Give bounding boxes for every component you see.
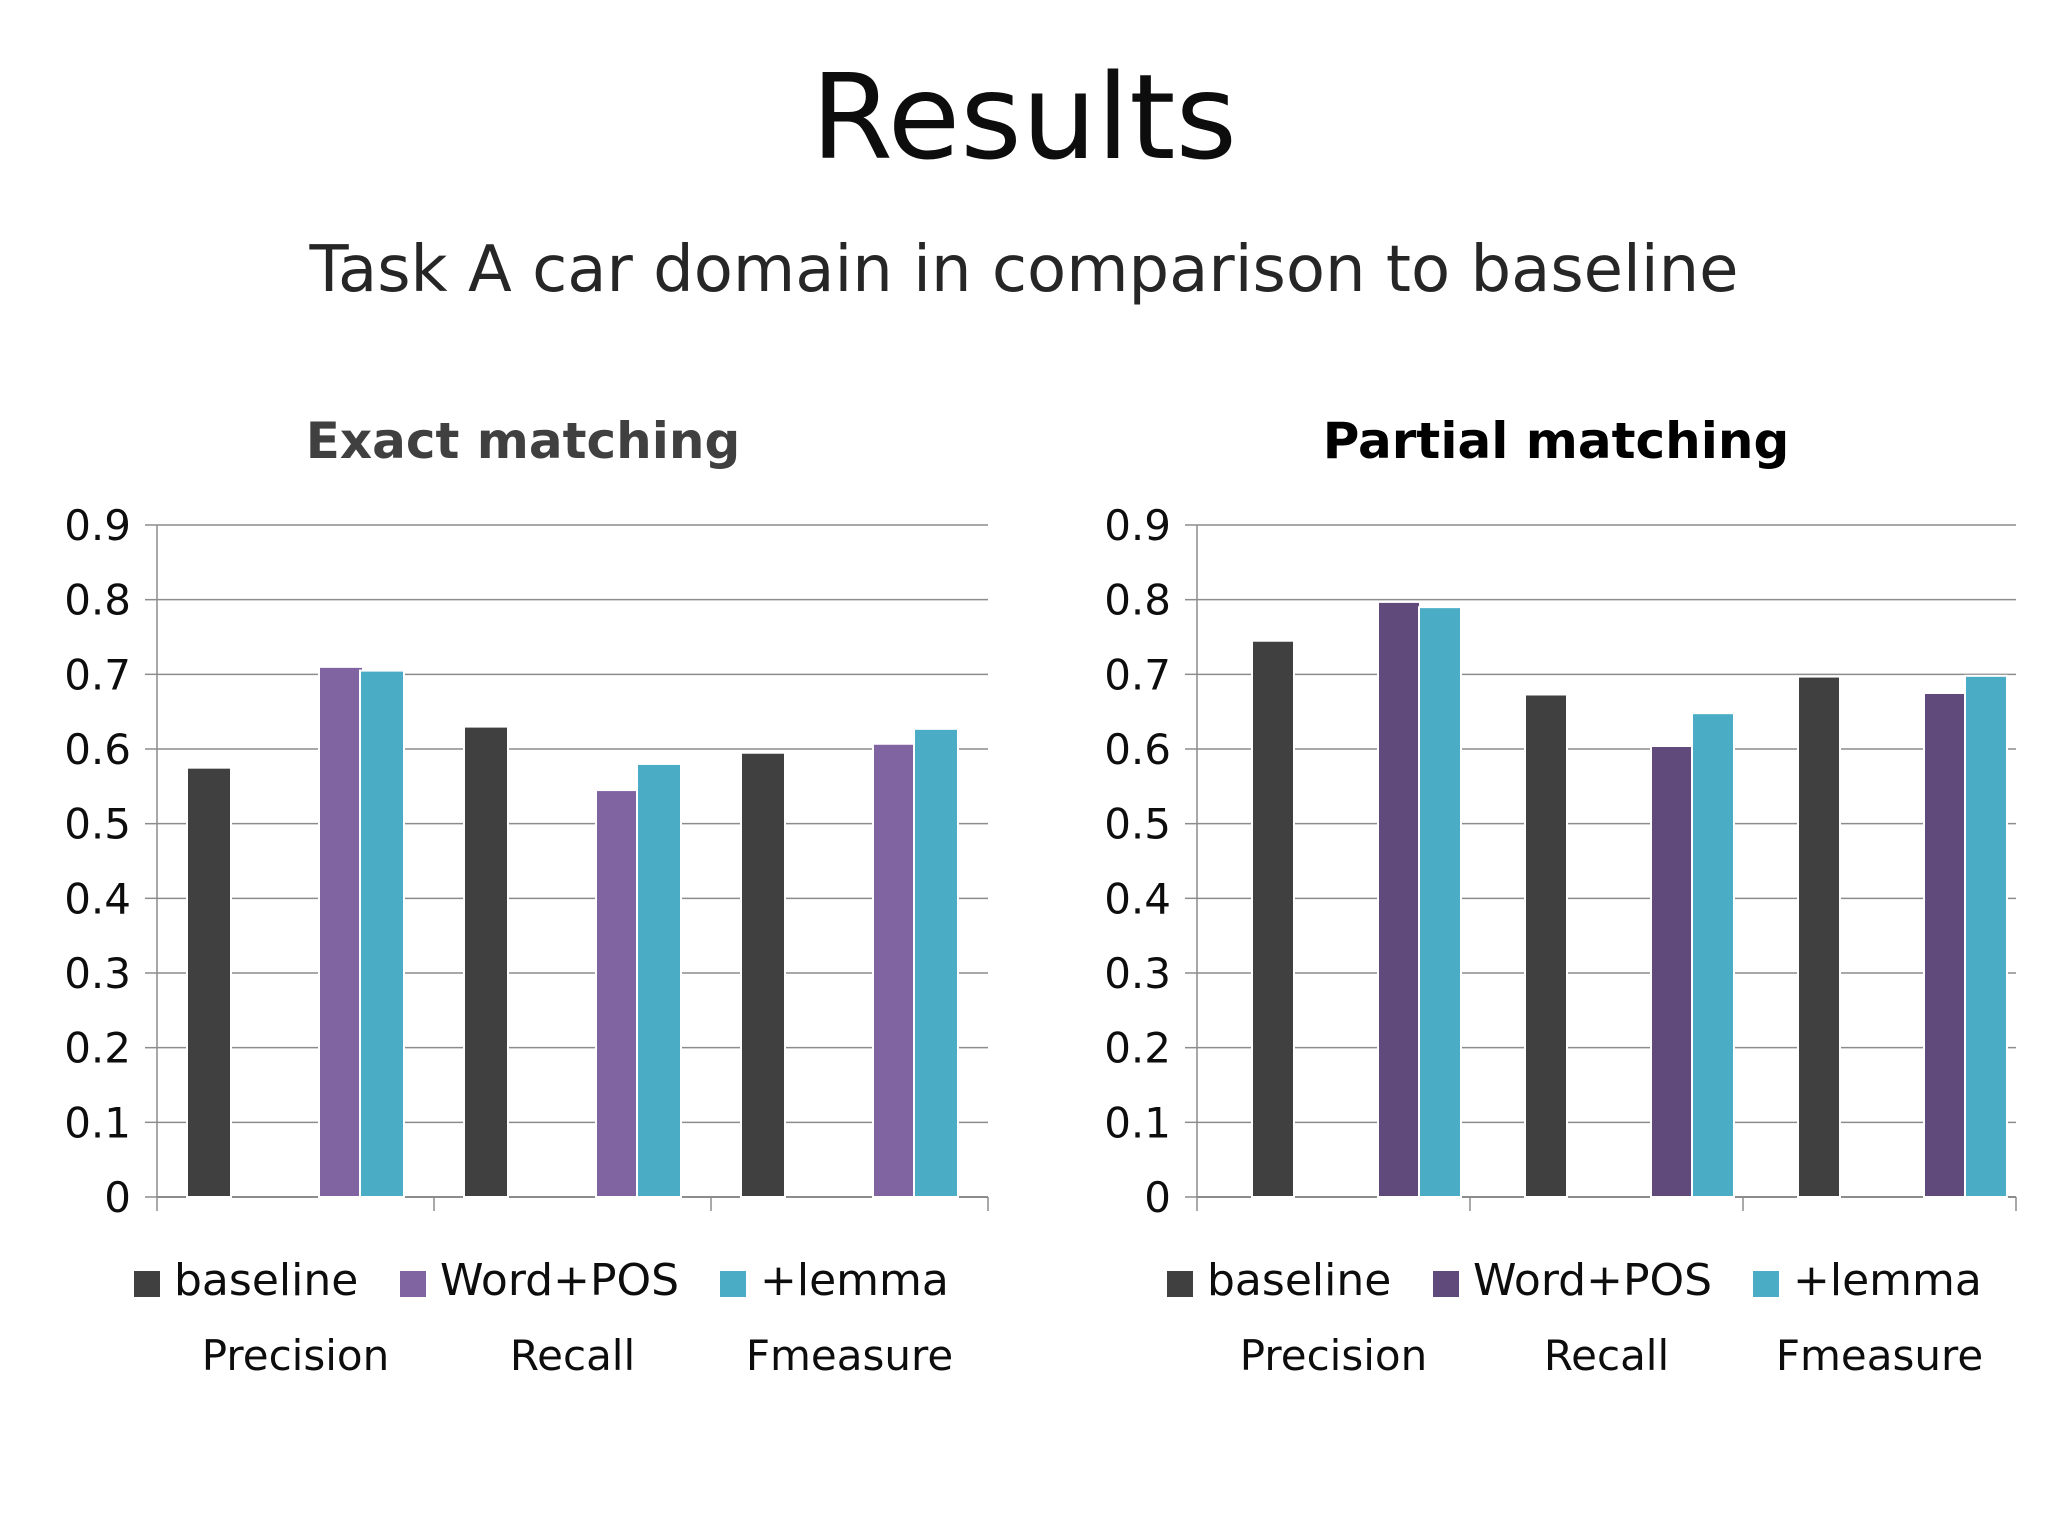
y-tick-label: 0.5: [1104, 800, 1171, 849]
bar--lemma-fmeasure: [1964, 674, 2008, 1198]
bar-word-pos-recall: [595, 789, 641, 1198]
category-label: Recall: [1544, 1331, 1669, 1380]
y-tick-label: 0.9: [1104, 501, 1171, 550]
bar-baseline-fmeasure: [740, 751, 786, 1198]
bar-word-pos-fmeasure: [872, 742, 918, 1198]
y-tick-label: 0.4: [64, 874, 131, 923]
y-tick-label: 0.4: [1104, 874, 1171, 923]
slide-subtitle: Task A car domain in comparison to basel…: [309, 233, 1739, 307]
y-tick-label: 0.8: [64, 576, 131, 625]
legend-label: +lemma: [760, 1255, 949, 1306]
bar-word-pos-precision: [318, 665, 364, 1199]
y-tick-label: 0.7: [1104, 650, 1171, 699]
legend-label: baseline: [1207, 1255, 1391, 1306]
legend-label: Word+POS: [1473, 1255, 1712, 1306]
legend-swatch: [1433, 1271, 1459, 1297]
bar-baseline-precision: [186, 766, 232, 1198]
category-label: Fmeasure: [1776, 1331, 1983, 1380]
bar-baseline-precision: [1251, 639, 1295, 1198]
exact-matching-chart-svg: Exact matching 0 0.1 0.2 0.3 0.4 0.5 0.6 0.7 0.8 0…: [64, 412, 989, 1380]
legend-swatch: [134, 1271, 160, 1297]
y-tick-label: 0.1: [64, 1098, 131, 1147]
partial-matching-chart-svg: Partial matching 0 0.1 0.2 0.3 0.4 0.5 0.6 0.7 0.…: [1104, 412, 2017, 1380]
slide-title: Results: [810, 48, 1238, 186]
bar-baseline-fmeasure: [1797, 675, 1841, 1199]
category-label: Precision: [202, 1331, 389, 1380]
exact-matching-chart: Exact matching 0 0.1 0.2 0.3 0.4 0.5 0.6 0.7 0.8 0…: [0, 400, 1024, 1400]
bar-word-pos-fmeasure: [1923, 692, 1967, 1198]
y-tick-label: 0.6: [1104, 725, 1171, 774]
bar-baseline-recall: [1524, 693, 1568, 1198]
y-tick-label: 0.5: [64, 800, 131, 849]
bar--lemma-fmeasure: [913, 727, 959, 1198]
legend-label: baseline: [174, 1255, 358, 1306]
bar--lemma-precision: [1418, 606, 1462, 1198]
bar-word-pos-recall: [1650, 745, 1694, 1198]
y-tick-label: 0.3: [64, 949, 131, 998]
chart-title: Partial matching: [1323, 412, 1790, 470]
y-tick-label: 0: [104, 1173, 131, 1222]
bar-word-pos-precision: [1377, 600, 1421, 1198]
y-tick-label: 0.7: [64, 650, 131, 699]
legend-swatch: [1753, 1271, 1779, 1297]
legend-swatch: [400, 1271, 426, 1297]
category-label: Fmeasure: [746, 1331, 953, 1380]
category-label: Recall: [510, 1331, 635, 1380]
y-tick-label: 0.8: [1104, 576, 1171, 625]
y-tick-label: 0: [1144, 1173, 1171, 1222]
y-tick-label: 0.6: [64, 725, 131, 774]
y-tick-label: 0.1: [1104, 1098, 1171, 1147]
y-tick-label: 0.3: [1104, 949, 1171, 998]
y-tick-label: 0.2: [1104, 1024, 1171, 1073]
partial-matching-chart: Partial matching 0 0.1 0.2 0.3 0.4 0.5 0.6 0.7 0.…: [1024, 400, 2048, 1400]
legend-label: Word+POS: [440, 1255, 679, 1306]
legend-swatch: [720, 1271, 746, 1297]
bar--lemma-recall: [1691, 712, 1735, 1198]
bar--lemma-recall: [636, 762, 682, 1198]
y-tick-label: 0.9: [64, 501, 131, 550]
bar-baseline-recall: [463, 725, 509, 1198]
chart-title: Exact matching: [306, 412, 741, 470]
category-label: Precision: [1240, 1331, 1427, 1380]
bar--lemma-precision: [359, 669, 405, 1199]
y-tick-label: 0.2: [64, 1024, 131, 1073]
legend-label: +lemma: [1793, 1255, 1982, 1306]
legend-swatch: [1167, 1271, 1193, 1297]
